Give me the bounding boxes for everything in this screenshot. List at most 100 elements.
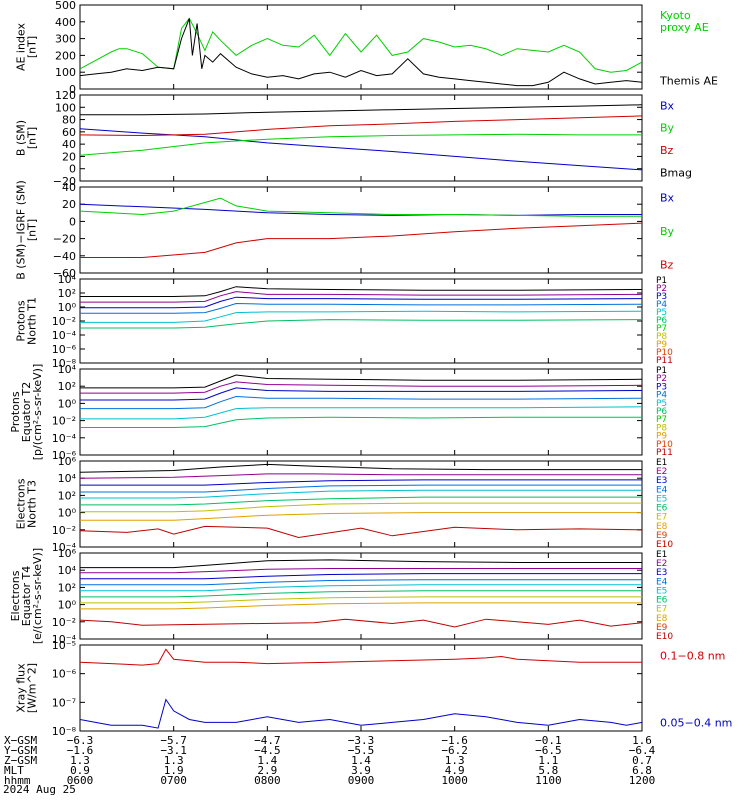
y-tick-label: 100 bbox=[55, 101, 76, 114]
series-kyoto-proxy-ae bbox=[80, 17, 642, 73]
legend-label: Bz bbox=[660, 144, 674, 157]
footer-value: −6.3 bbox=[67, 734, 94, 747]
y-axis-title: [p/(cm²-s-sr-keV)] bbox=[31, 364, 44, 461]
series-e3 bbox=[80, 479, 642, 486]
y-tick-label: −20 bbox=[53, 233, 76, 246]
channel-label: E1 bbox=[656, 458, 667, 468]
panel-frame bbox=[79, 186, 643, 274]
legend-label: Themis AE bbox=[659, 75, 718, 88]
y-tick-label: 10⁻⁴ bbox=[52, 541, 77, 554]
channel-label: P3 bbox=[656, 382, 667, 392]
series-e2 bbox=[80, 473, 642, 479]
legend-label: By bbox=[660, 225, 675, 238]
channel-label: P7 bbox=[656, 415, 667, 425]
footer-value: 0600 bbox=[67, 774, 94, 787]
y-tick-label: 20 bbox=[62, 150, 76, 163]
channel-label: P2 bbox=[656, 374, 667, 384]
channel-label: E9 bbox=[656, 623, 668, 633]
y-axis-title: [nT] bbox=[26, 219, 39, 241]
footer-value: −4.5 bbox=[254, 744, 281, 757]
legend-label: proxy AE bbox=[660, 21, 709, 34]
panel-bresid: −60 −40 −20 0 20 40 B (SM)−IGRF (SM)[nT] Bx By Bz bbox=[15, 180, 675, 280]
y-tick-label: 10⁶ bbox=[58, 455, 77, 468]
y-axis-title: B (SM) bbox=[15, 120, 28, 156]
footer-row-label: hhmm bbox=[4, 774, 31, 787]
series-e7 bbox=[80, 502, 642, 513]
y-axis-title: Protons bbox=[9, 391, 22, 432]
channel-label: P5 bbox=[656, 399, 667, 409]
footer-value: 1.3 bbox=[164, 754, 184, 767]
series-e4 bbox=[80, 484, 642, 493]
channel-label: E2 bbox=[656, 467, 667, 477]
channel-label: P1 bbox=[656, 276, 667, 286]
legend-label: 0.1−0.8 nm bbox=[660, 649, 725, 662]
channel-label: P2 bbox=[656, 284, 667, 294]
series-p6 bbox=[80, 319, 642, 329]
channel-label: E5 bbox=[656, 586, 667, 596]
series-bz bbox=[80, 115, 642, 137]
footer-value: 1.3 bbox=[445, 754, 465, 767]
series-bmag bbox=[80, 104, 642, 116]
channel-label: P6 bbox=[656, 316, 667, 326]
y-axis-title: Electrons bbox=[9, 570, 22, 621]
series-by bbox=[80, 133, 642, 156]
series-p1 bbox=[80, 374, 642, 389]
channel-label: E3 bbox=[656, 476, 667, 486]
footer-row-label: X−GSM bbox=[4, 734, 37, 747]
footer-value: −5.5 bbox=[348, 744, 375, 757]
series-e2 bbox=[80, 568, 642, 574]
y-tick-label: 10⁴ bbox=[58, 472, 77, 485]
footer-value: 1.4 bbox=[257, 754, 277, 767]
channel-label: E8 bbox=[656, 522, 668, 532]
channel-label: P10 bbox=[656, 348, 673, 358]
y-axis-title: [nT] bbox=[26, 36, 39, 58]
footer-value: 1200 bbox=[629, 774, 656, 787]
y-tick-label: 0 bbox=[69, 215, 76, 228]
y-tick-label: 60 bbox=[62, 126, 76, 139]
footer-value: 4.9 bbox=[445, 764, 465, 777]
y-tick-label: −40 bbox=[53, 250, 76, 263]
legend-label: Bz bbox=[660, 258, 674, 271]
panel-frame bbox=[79, 94, 643, 182]
y-tick-label: 10⁻² bbox=[52, 315, 76, 328]
footer-value: 5.8 bbox=[538, 764, 558, 777]
legend-label: Kyoto bbox=[660, 9, 691, 22]
channel-label: E5 bbox=[656, 494, 667, 504]
series-p3 bbox=[80, 296, 642, 309]
y-tick-label: 300 bbox=[55, 33, 76, 46]
y-tick-label: 10⁻⁵ bbox=[52, 639, 76, 652]
panel-frame bbox=[79, 278, 643, 364]
channel-label: E10 bbox=[656, 632, 673, 642]
series-e9 bbox=[80, 525, 642, 539]
footer-value: 0900 bbox=[348, 774, 375, 787]
y-tick-label: 10⁶ bbox=[58, 547, 77, 560]
y-tick-label: −60 bbox=[53, 267, 76, 280]
footer-value: 0700 bbox=[160, 774, 187, 787]
series-0-05-0-4-nm bbox=[80, 698, 642, 729]
channel-label: P1 bbox=[656, 366, 667, 376]
channel-label: P4 bbox=[656, 300, 667, 310]
series-e6 bbox=[80, 590, 642, 598]
y-tick-label: 20 bbox=[62, 198, 76, 211]
y-tick-label: 500 bbox=[55, 0, 76, 12]
y-tick-label: 10⁰ bbox=[58, 301, 77, 314]
y-axis-title: [nT] bbox=[26, 127, 39, 149]
series-bz bbox=[80, 222, 642, 258]
y-tick-label: 10⁻⁷ bbox=[52, 696, 76, 709]
legend-label: By bbox=[660, 122, 675, 135]
panel-frame bbox=[79, 644, 643, 732]
y-tick-label: 120 bbox=[55, 89, 76, 102]
footer-value: 1.9 bbox=[164, 764, 184, 777]
footer-value: 3.9 bbox=[351, 764, 371, 777]
channel-label: P11 bbox=[656, 356, 673, 366]
y-axis-title: North T3 bbox=[26, 480, 39, 528]
panel-xray: 10⁻⁸ 10⁻⁷ 10⁻⁶ 10⁻⁵ Xray flux[W/m^2] 0.1−0.8 … bbox=[15, 639, 733, 738]
footer-value: 1.3 bbox=[70, 754, 90, 767]
y-axis-title: AE index bbox=[15, 22, 28, 71]
footer-value: 0800 bbox=[254, 774, 281, 787]
y-axis-title: Xray flux bbox=[15, 663, 28, 713]
series-e1 bbox=[80, 463, 642, 473]
